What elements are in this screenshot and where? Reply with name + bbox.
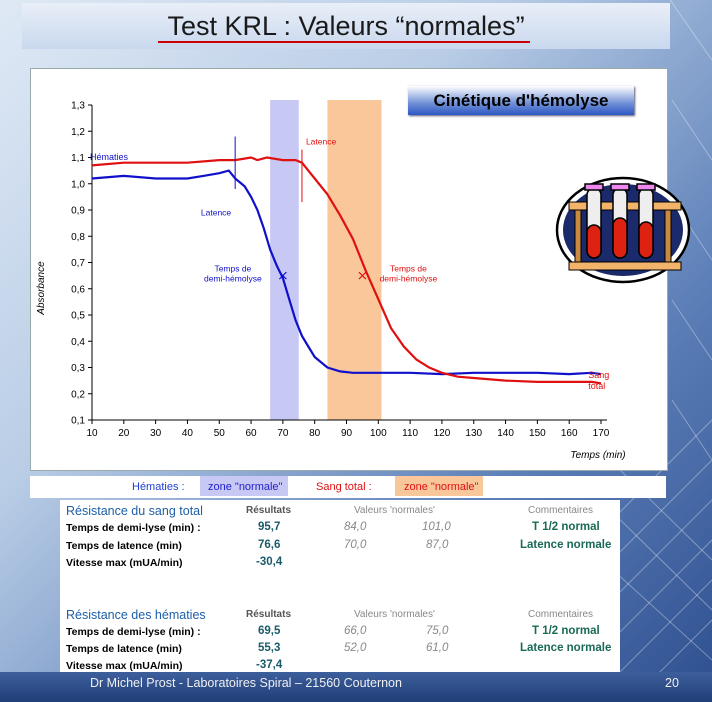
x-tick-label: 150 (529, 428, 546, 439)
row-min: 84,0 (344, 521, 367, 533)
y-tick-label: 0,2 (71, 389, 85, 400)
y-tick-label: 0,9 (71, 206, 85, 217)
legend-hematies-label: Hématies : (132, 481, 185, 493)
y-tick-label: 0,3 (71, 363, 85, 374)
row-result: -30,4 (256, 556, 283, 568)
row-result: -37,4 (256, 659, 283, 671)
row-comment: Latence normale (520, 539, 612, 551)
results-tables: Résistance du sang total Résultats Valeu… (60, 500, 620, 676)
row-min: 66,0 (344, 625, 367, 637)
x-tick-label: 10 (86, 428, 98, 439)
y-tick-label: 0,7 (71, 258, 85, 269)
x-axis-label: Temps (min) (570, 450, 625, 461)
series-line (91, 169, 602, 376)
row-comment: T 1/2 normal (532, 625, 600, 637)
row-min: 70,0 (344, 539, 367, 551)
x-tick-label: 130 (465, 428, 482, 439)
row-comment: Latence normale (520, 642, 612, 654)
legend-sang-zone: zone "normale" (404, 481, 479, 493)
y-tick-label: 0,8 (71, 232, 85, 243)
x-tick-label: 60 (246, 428, 258, 439)
section-title: Résistance du sang total (66, 504, 203, 518)
legend-sang-label: Sang total : (316, 481, 372, 493)
x-tick-label: 100 (370, 428, 387, 439)
series-label: Sang (588, 370, 609, 380)
hemolysis-chart: 0,1 0,2 0,3 0,4 0,5 0,6 0,7 0,8 0,9 1,0 1,1 1,2 1,3 1… (36, 100, 626, 461)
x-tick-label: 40 (182, 428, 194, 439)
y-tick-label: 0,4 (71, 337, 85, 348)
x-tick-label: 20 (118, 428, 130, 439)
x-tick-label: 90 (341, 428, 353, 439)
row-max: 87,0 (426, 539, 449, 551)
chart-legend: Hématies : zone "normale" Sang total : z… (30, 476, 666, 498)
half-lysis-label: demi-hémolyse (204, 274, 262, 284)
y-tick-label: 0,6 (71, 284, 85, 295)
x-tick-label: 70 (277, 428, 289, 439)
latence-label: Latence (306, 136, 337, 146)
x-tick-label: 160 (561, 428, 578, 439)
col-normals: Valeurs 'normales' (354, 505, 435, 516)
col-results: Résultats (246, 505, 292, 516)
y-axis-label: Absorbance (36, 261, 47, 316)
col-comments: Commentaires (528, 609, 594, 620)
row-result: 95,7 (258, 521, 281, 533)
x-tick-label: 120 (434, 428, 451, 439)
x-tick-label: 30 (150, 428, 162, 439)
row-label: Vitesse max (mUA/min) (66, 660, 183, 672)
x-tick-label: 140 (497, 428, 514, 439)
y-tick-label: 1,2 (71, 127, 85, 138)
row-max: 101,0 (422, 521, 451, 533)
x-tick-label: 170 (593, 428, 610, 439)
x-tick-label: 50 (214, 428, 226, 439)
row-min: 52,0 (344, 642, 367, 654)
slide-title: Test KRL : Valeurs “normales” (167, 11, 525, 41)
col-normals: Valeurs 'normales' (354, 609, 435, 620)
row-label: Vitesse max (mUA/min) (66, 557, 183, 569)
row-result: 69,5 (258, 625, 281, 637)
test-tubes-icon (555, 176, 691, 284)
row-max: 61,0 (426, 642, 449, 654)
legend-hematies-zone: zone "normale" (208, 481, 283, 493)
row-label: Temps de latence (min) (66, 540, 182, 552)
section-title: Résistance des hématies (66, 608, 206, 622)
row-label: Temps de demi-lyse (min) : (66, 522, 201, 534)
latence-label: Latence (201, 207, 232, 217)
half-lysis-label: Temps de (214, 264, 251, 274)
y-tick-label: 0,1 (71, 416, 85, 427)
row-result: 55,3 (258, 642, 281, 654)
slide-footer-bar (0, 672, 712, 702)
y-tick-label: 1,1 (71, 153, 85, 164)
page-number: 20 (665, 676, 679, 690)
title-underline (158, 41, 530, 43)
row-max: 75,0 (426, 625, 449, 637)
legend-sang-swatch (395, 476, 483, 496)
y-tick-label: 1,0 (71, 179, 85, 190)
chart-title: Cinétique d'hémolyse (408, 86, 634, 115)
half-lysis-label: Temps de (390, 264, 427, 274)
row-label: Temps de demi-lyse (min) : (66, 626, 201, 638)
y-tick-label: 0,5 (71, 311, 85, 322)
row-result: 76,6 (258, 539, 281, 551)
legend-hematies-swatch (200, 476, 288, 496)
x-tick-label: 110 (402, 428, 418, 439)
half-lysis-marker (278, 271, 287, 280)
x-tick-label: 80 (309, 428, 321, 439)
normal-zone (327, 100, 382, 420)
y-tick-label: 1,3 (71, 101, 85, 112)
half-lysis-marker (358, 271, 367, 280)
col-results: Résultats (246, 609, 292, 620)
row-comment: T 1/2 normal (532, 521, 600, 533)
half-lysis-label: demi-hémolyse (380, 274, 438, 284)
footer-text: Dr Michel Prost - Laboratoires Spiral – … (90, 676, 402, 690)
col-comments: Commentaires (528, 505, 594, 516)
series-label: total (588, 381, 605, 391)
series-label: Hématies (90, 152, 129, 162)
row-label: Temps de latence (min) (66, 643, 182, 655)
